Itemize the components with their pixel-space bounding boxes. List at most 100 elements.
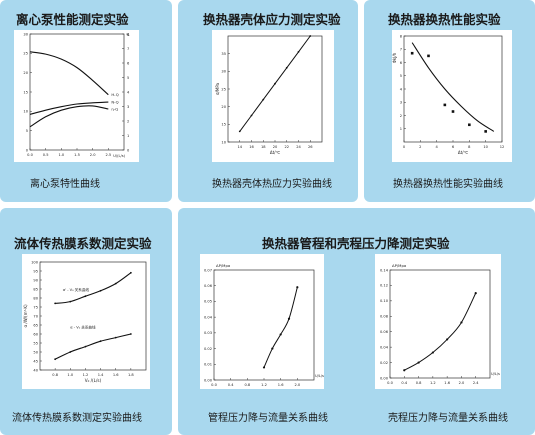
x-tick-label-heat: 8 (468, 145, 471, 149)
y-tick-label-film: 65 (33, 323, 38, 327)
x-tick-label-stress: 26 (308, 145, 313, 149)
series-line-shell (404, 292, 477, 371)
x-axis-label-stress: Δt/℃ (270, 150, 281, 155)
y-tick-label-tube: 0.06 (204, 284, 213, 288)
x-tick-label-shell: 2.0 (459, 381, 465, 385)
x-tick-label-pump: 2.0 (90, 153, 96, 157)
data-point-stress (262, 98, 265, 101)
y-tick-label-stress: 15 (221, 123, 226, 127)
x-tick-label-heat: 4 (436, 145, 439, 149)
x-axis-label-pump: U/(L/s) (113, 154, 125, 158)
y-tick-label-tube: 0.01 (204, 363, 212, 367)
data-point-heat (468, 123, 471, 127)
y-tick-label-film: 95 (33, 269, 38, 273)
x-tick-label-film: 1.0 (67, 373, 73, 377)
x-tick-label-shell: 1.2 (430, 381, 436, 385)
y-tick-label-stress: 30 (221, 70, 226, 74)
data-point-tube (296, 286, 299, 289)
series-label-film-0: α' - V₀ 关系曲线 (63, 287, 90, 292)
y-tick-label-pump: 10 (23, 110, 28, 114)
x-tick-label-shell: 2.4 (473, 381, 479, 385)
x-tick-label-stress: 22 (284, 145, 289, 149)
x-tick-label-heat: 12 (500, 145, 505, 149)
title-heat-transfer: 换热器换热性能实验 (388, 12, 501, 27)
y-tick-label-tube: 0.02 (204, 347, 212, 351)
y-tick-label-heat: 8 (400, 34, 403, 38)
data-point-film-1 (69, 351, 72, 353)
y-tick-label-shell: 0.08 (380, 315, 389, 319)
y-tick-label-pump: 15 (23, 90, 28, 94)
y-tick-label-shell: 0.12 (380, 284, 388, 288)
plot-frame-pump (29, 33, 125, 151)
y-tick-label-shell: 0.02 (380, 361, 388, 365)
y-tick-label-pump-right: 4 (127, 90, 130, 94)
data-point-film-1 (84, 345, 87, 348)
x-tick-label-tube: 1.2 (261, 383, 267, 387)
series-line-pump-1 (29, 101, 109, 115)
y-tick-label-heat: 2 (400, 114, 402, 118)
x-tick-label-tube: 0.4 (228, 383, 234, 387)
y-axis-label-heat: ΦkJ/h (392, 52, 397, 63)
y-tick-label-pump-right: 3 (127, 105, 129, 109)
data-point-tube (271, 347, 274, 350)
series-label-pump-0: H-Q (111, 92, 118, 97)
x-tick-label-shell: 0.4 (401, 381, 407, 385)
x-tick-label-shell: 0.8 (416, 381, 422, 385)
series-label-film-1: α - V₀ 关系曲线 (70, 325, 96, 330)
data-point-shell (446, 338, 449, 341)
x-tick-label-film: 1.8 (128, 373, 134, 377)
y-tick-label-pump-right: 7 (127, 47, 129, 51)
caption-film: 流体传热膜系数测定实验曲线 (12, 413, 142, 424)
x-tick-label-pump: 2.5 (105, 153, 111, 157)
y-axis-label-tube: ΔP/Mpa (216, 263, 230, 268)
x-axis-label-tube: U/L/s (315, 374, 324, 378)
y-tick-label-tube: 0.04 (204, 315, 213, 319)
y-tick-label-shell: 0.06 (380, 330, 389, 334)
x-tick-label-stress: 24 (296, 145, 301, 149)
y-tick-label-film: 100 (31, 260, 39, 264)
x-tick-label-stress: 16 (249, 145, 254, 149)
y-tick-label-tube: 0.05 (204, 300, 212, 304)
x-tick-label-film: 0.8 (52, 373, 58, 377)
data-point-film-0 (69, 300, 72, 303)
x-tick-label-heat: 0 (403, 145, 406, 149)
data-point-stress (285, 66, 288, 69)
x-axis-label-film: V₀ /(L/s) (85, 378, 102, 383)
y-tick-label-pump: 0 (26, 148, 29, 152)
series-line-pump-2 (29, 105, 109, 128)
y-tick-label-pump-right: 8 (127, 32, 130, 36)
chart-card-shell (375, 254, 501, 389)
x-tick-label-pump: 0.0 (27, 153, 33, 157)
y-tick-label-film: 55 (33, 341, 38, 345)
series-line-tube (263, 287, 298, 368)
caption-stress: 换热器壳体热应力实验曲线 (212, 179, 332, 190)
x-tick-label-pump: 1.5 (74, 153, 80, 157)
y-tick-label-film: 90 (33, 278, 38, 282)
series-line-film-1 (54, 333, 131, 360)
y-tick-label-stress: 35 (221, 52, 226, 56)
data-point-film-1 (99, 340, 102, 343)
y-tick-label-pump: 5 (26, 129, 28, 133)
data-point-tube (287, 317, 291, 320)
y-tick-label-shell: 0.10 (380, 299, 389, 303)
y-tick-label-film: 60 (33, 332, 38, 336)
data-point-tube (262, 366, 266, 369)
y-tick-label-tube: 0.07 (204, 268, 212, 272)
chart-card-tube (200, 254, 324, 389)
x-tick-label-film: 1.6 (113, 373, 119, 377)
x-tick-label-film: 1.2 (83, 373, 89, 377)
y-tick-label-heat: 1 (400, 127, 402, 131)
y-tick-label-heat: 7 (400, 48, 402, 52)
x-tick-label-film: 1.4 (98, 373, 104, 377)
data-point-film-0 (129, 271, 132, 274)
y-axis-label-shell: ΔP/Mpa (392, 263, 406, 268)
data-point-heat (484, 130, 487, 133)
y-tick-label-heat: 3 (400, 101, 402, 105)
x-tick-label-stress: 20 (273, 145, 278, 149)
data-point-stress (238, 130, 241, 133)
x-tick-label-tube: 1.6 (278, 383, 284, 387)
y-tick-label-shell: 0.04 (380, 345, 389, 349)
x-tick-label-tube: 0.8 (244, 383, 250, 387)
x-tick-label-stress: 18 (261, 145, 266, 149)
caption-pump: 离心泵特性曲线 (30, 179, 100, 190)
